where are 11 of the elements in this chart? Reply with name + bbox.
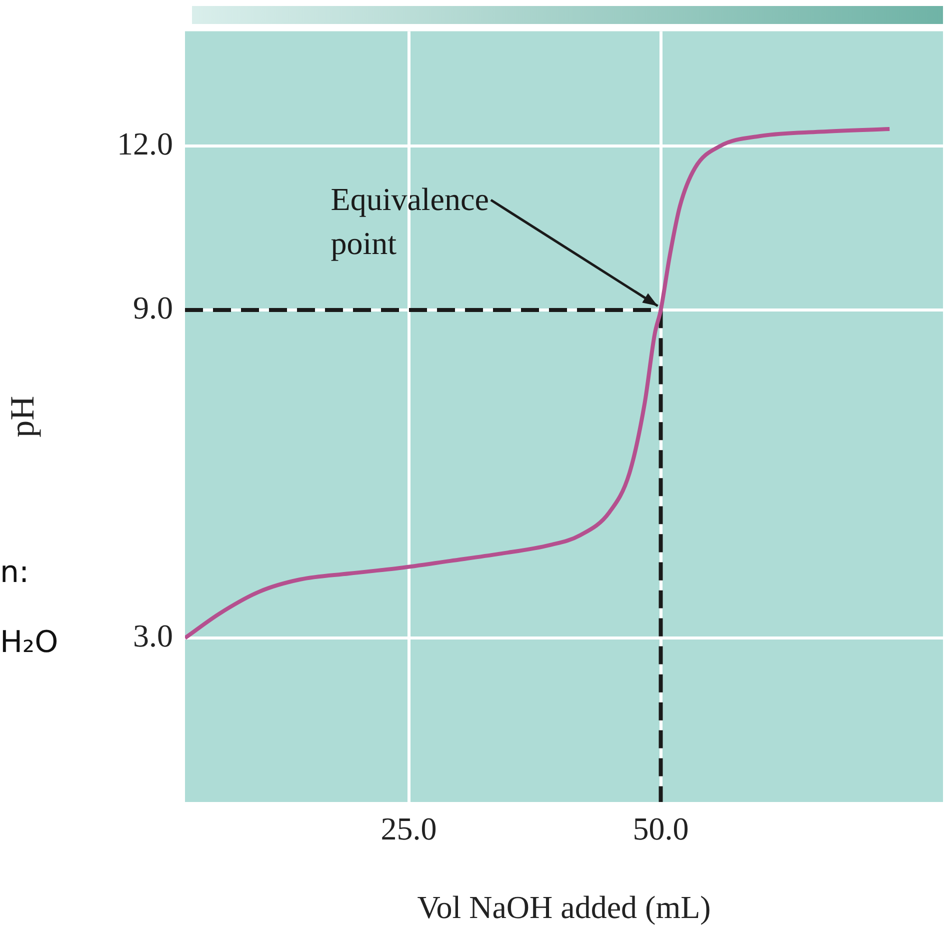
y-tick-label: 9.0 (133, 289, 173, 326)
x-tick-label: 50.0 (632, 810, 689, 847)
x-axis-title: Vol NaOH added (mL) (417, 889, 711, 926)
y-tick-label: 12.0 (117, 125, 173, 162)
text: H₂O (0, 625, 58, 660)
x-tick-label: 25.0 (380, 810, 437, 847)
line-series (185, 127, 892, 640)
y-axis-title: pH (4, 396, 42, 438)
y-tick-label: 3.0 (133, 617, 173, 654)
annotation: Equivalence point (330, 181, 489, 261)
text: n: (0, 555, 30, 590)
